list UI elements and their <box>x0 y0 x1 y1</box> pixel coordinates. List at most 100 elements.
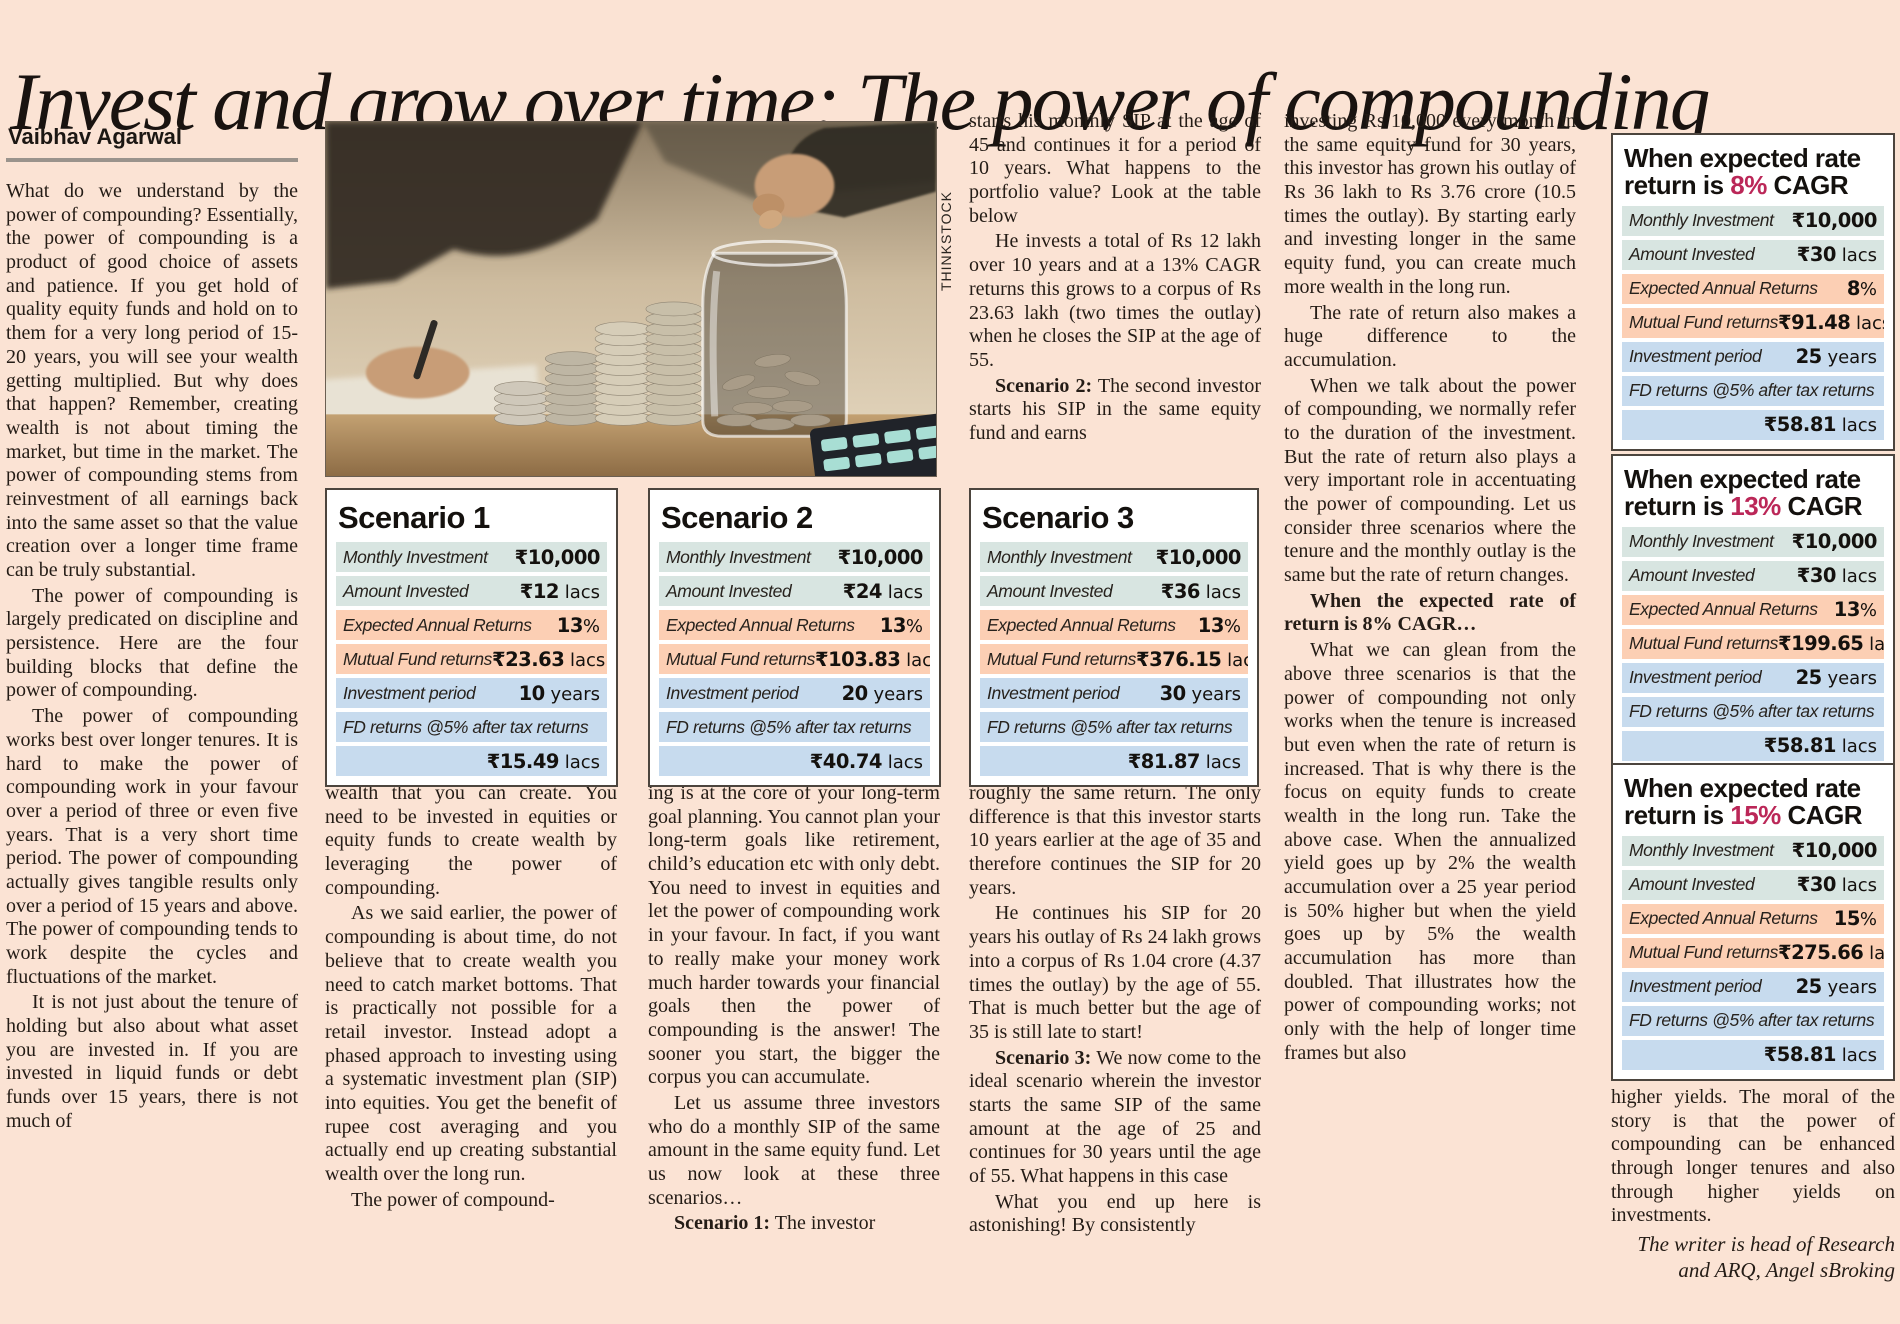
rate-table-15pct-rows: Monthly Investment ₹10,000 Amount Invest… <box>1622 835 1884 1070</box>
row-label: FD returns @5% after tax returns <box>1629 701 1875 722</box>
paragraph: The power of compounding works best over… <box>6 705 298 989</box>
paragraph-text: investing Rs 10,000 every month in the s… <box>1284 110 1576 298</box>
rate-title-pre: return is <box>1624 170 1731 201</box>
scenario-3-rows: Monthly Investment ₹10,000 Amount Invest… <box>980 542 1248 776</box>
table-row: Amount Invested ₹36 lacs <box>980 576 1248 606</box>
row-value-unit: years <box>544 683 600 705</box>
table-row: Monthly Investment ₹10,000 <box>336 542 607 572</box>
table-row: ₹58.81 lacs <box>1622 730 1884 761</box>
row-value-number: ₹10,000 <box>1791 530 1878 554</box>
row-value: 30 years <box>1160 682 1241 705</box>
table-row: ₹15.49 lacs <box>336 746 607 776</box>
table-row: FD returns @5% after tax returns <box>336 712 607 742</box>
rate-value: 15% <box>1730 800 1781 831</box>
table-row: Expected Annual Returns 8% <box>1622 273 1884 304</box>
rate-table-15pct-title: When expected rate return is 15% CAGR <box>1624 774 1884 831</box>
article-column-4-bottom: roughly the same return. The only differ… <box>969 782 1261 1322</box>
row-value-unit: lacs <box>1835 1045 1877 1067</box>
row-label: Investment period <box>666 682 799 703</box>
row-value: ₹15.49 lacs <box>487 750 600 773</box>
row-label: FD returns @5% after tax returns <box>343 716 589 737</box>
row-label: FD returns @5% after tax returns <box>987 716 1233 737</box>
scenario-3-title: Scenario 3 <box>982 500 1134 535</box>
row-value-number: ₹15.49 <box>486 749 560 773</box>
row-value: ₹10,000 <box>1792 839 1878 862</box>
table-row: Investment period 25 years <box>1622 341 1884 372</box>
scenario-2-rows: Monthly Investment ₹10,000 Amount Invest… <box>659 542 930 776</box>
row-value-unit: years <box>1821 347 1877 369</box>
row-value: ₹103.83 lacs <box>815 648 930 671</box>
paragraph-text: wealth that you can create. You need to … <box>325 782 617 899</box>
row-label: Mutual Fund returns <box>1629 942 1779 963</box>
row-label: Investment period <box>343 682 476 703</box>
scenario-1-table: Scenario 1 Monthly Investment ₹10,000 Am… <box>325 488 618 787</box>
paragraph-text: The power of compounding works best over… <box>6 705 298 988</box>
hand-dropping-coin <box>752 122 936 229</box>
paragraph: When we talk about the power of compound… <box>1284 375 1576 588</box>
table-row: Expected Annual Returns 13% <box>336 610 607 640</box>
paragraph-text: He continues his SIP for 20 years his ou… <box>969 902 1261 1043</box>
paragraph: wealth that you can create. You need to … <box>325 782 617 900</box>
table-row: Investment period 25 years <box>1622 662 1884 693</box>
row-value: ₹30 lacs <box>1797 243 1877 266</box>
paragraph: Scenario 2: The second investor starts h… <box>969 375 1261 446</box>
row-value-number: 25 <box>1795 666 1823 690</box>
paragraph: Let us assume three investors who do a m… <box>648 1092 940 1210</box>
row-value-number: ₹12 <box>519 579 560 603</box>
row-value-number: 8 <box>1846 277 1861 301</box>
paragraph-text: As we said earlier, the power of compoun… <box>325 902 617 1185</box>
row-label: Monthly Investment <box>1629 210 1774 231</box>
paragraph: He invests a total of Rs 12 lakh over 10… <box>969 230 1261 372</box>
table-row: Amount Invested ₹30 lacs <box>1622 239 1884 270</box>
row-value-unit: lacs <box>1869 634 1884 656</box>
row-value-number: ₹275.66 <box>1778 941 1864 965</box>
table-row: Amount Invested ₹30 lacs <box>1622 560 1884 591</box>
row-label: Monthly Investment <box>1629 531 1774 552</box>
table-row: Amount Invested ₹24 lacs <box>659 576 930 606</box>
row-value-number: 20 <box>841 681 869 705</box>
row-label: Mutual Fund returns <box>343 648 493 669</box>
paragraph-lead: Scenario 2: <box>995 374 1093 397</box>
row-value: ₹30 lacs <box>1797 564 1877 587</box>
row-value-unit: lacs <box>1835 875 1877 897</box>
row-value-unit: lacs <box>1199 751 1241 773</box>
row-value-unit: % <box>905 615 923 637</box>
row-value-number: ₹199.65 <box>1778 632 1864 656</box>
row-value-number: 13 <box>1833 598 1861 622</box>
paragraph-text: The power of compound- <box>351 1188 555 1211</box>
row-label: Investment period <box>1629 346 1762 367</box>
paragraph: Scenario 3: We now come to the ideal sce… <box>969 1047 1261 1189</box>
row-value-number: ₹91.48 <box>1778 311 1851 335</box>
row-value-unit: lacs <box>1835 245 1877 267</box>
paragraph: starts his monthly SIP at the age of 45 … <box>969 110 1261 228</box>
paragraph-text: What you end up here is astonishing! By … <box>969 1190 1261 1237</box>
glass-jar <box>701 239 848 438</box>
row-value: ₹10,000 <box>838 546 924 569</box>
row-value-unit: % <box>1223 615 1241 637</box>
paragraph-text: He invests a total of Rs 12 lakh over 10… <box>969 230 1261 371</box>
row-value: ₹10,000 <box>1792 209 1878 232</box>
paragraph-text: It is not just about the tenure of holdi… <box>6 991 298 1132</box>
row-label: Mutual Fund returns <box>987 648 1137 669</box>
photo-credit: THINKSTOCK <box>938 191 954 291</box>
scenario-2-title: Scenario 2 <box>661 500 813 535</box>
row-value: ₹30 lacs <box>1797 873 1877 896</box>
row-value-unit: lacs <box>881 581 923 603</box>
rate-title-line1: When expected rate <box>1624 143 1861 173</box>
row-value-number: ₹23.63 <box>492 647 565 671</box>
paragraph-lead: Scenario 1: <box>674 1212 771 1235</box>
row-value-unit: lacs <box>1227 649 1248 671</box>
article-column-3: ing is at the core of your long-term goa… <box>648 782 940 1322</box>
table-row: Amount Invested ₹30 lacs <box>1622 869 1884 900</box>
row-value: ₹24 lacs <box>843 580 923 603</box>
table-row: ₹81.87 lacs <box>980 746 1248 776</box>
row-label: Expected Annual Returns <box>1629 599 1818 620</box>
rate-table-8pct: When expected rate return is 8% CAGR Mont… <box>1611 133 1895 451</box>
row-label: Amount Invested <box>343 580 469 601</box>
row-label: FD returns @5% after tax returns <box>1629 380 1875 401</box>
row-value-number: 25 <box>1795 975 1823 999</box>
row-value-unit: lacs <box>564 649 606 671</box>
row-value: 10 years <box>519 682 600 705</box>
row-value: ₹376.15 lacs <box>1136 648 1248 671</box>
row-value: 13% <box>1198 614 1241 637</box>
